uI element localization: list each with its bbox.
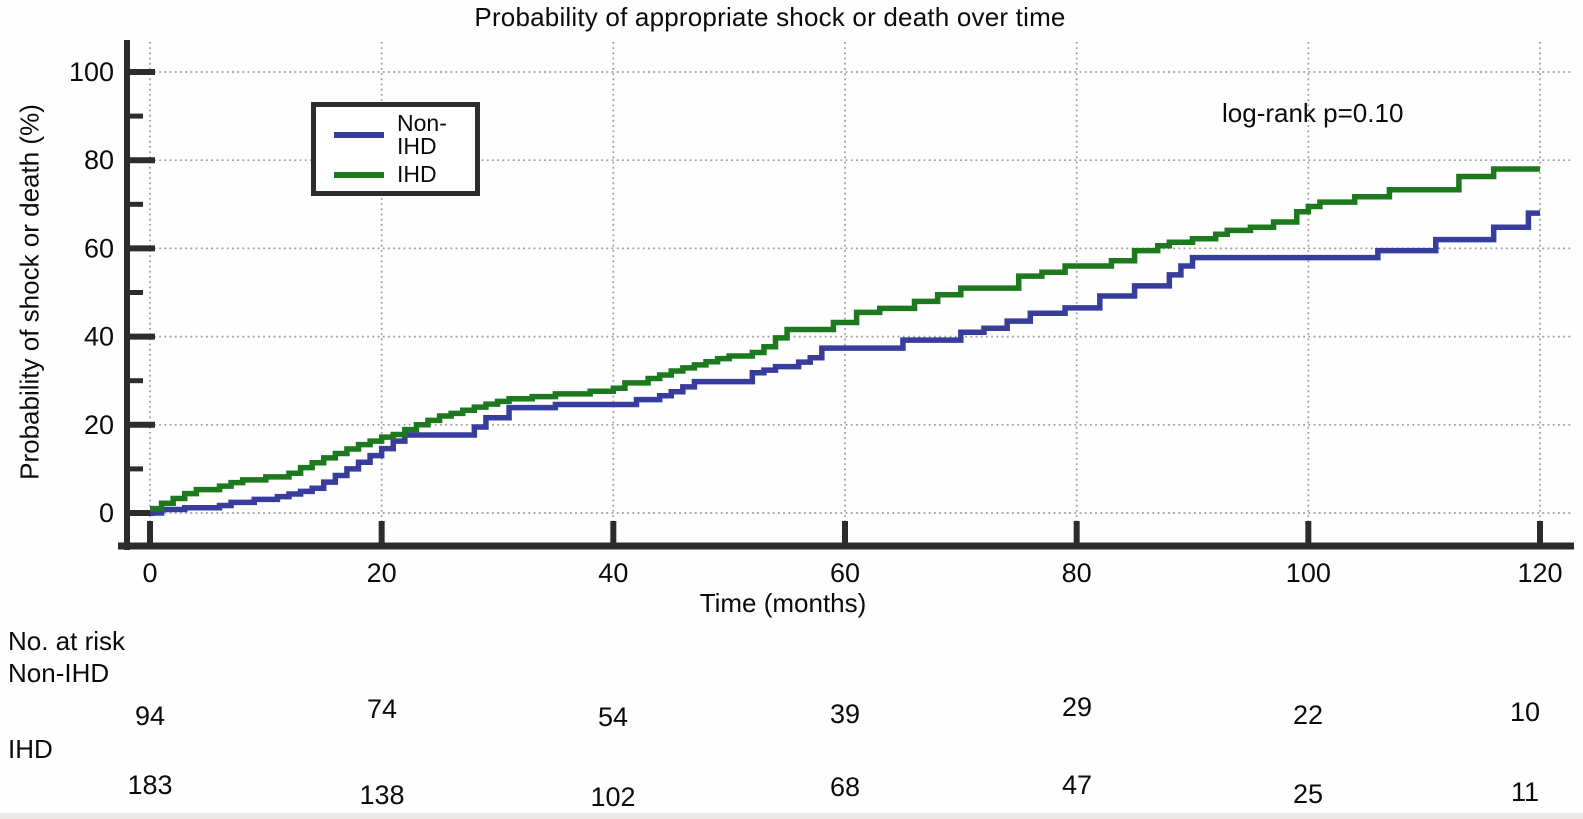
legend-box: Non-IHD IHD bbox=[311, 102, 480, 196]
legend-item-non-ihd: Non-IHD bbox=[334, 112, 475, 158]
curve-ihd bbox=[150, 166, 1540, 512]
risk-count-non-ihd-20: 74 bbox=[366, 694, 398, 724]
ihd-line-swatch bbox=[334, 171, 384, 178]
risk-count-ihd-100: 25 bbox=[1292, 779, 1324, 809]
x-tick-label-60: 60 bbox=[830, 558, 860, 588]
risk-count-ihd-60: 68 bbox=[829, 772, 861, 802]
curve-non-ihd bbox=[150, 210, 1540, 516]
y-tick-label-80: 80 bbox=[84, 145, 114, 175]
x-tick-label-80: 80 bbox=[1062, 558, 1092, 588]
legend-item-ihd: IHD bbox=[334, 163, 475, 186]
x-tick-label-40: 40 bbox=[598, 558, 628, 588]
risk-row-label-non-ihd: Non-IHD bbox=[8, 658, 110, 688]
legend-label-ihd: IHD bbox=[397, 161, 437, 187]
risk-count-ihd-80: 47 bbox=[1061, 770, 1093, 800]
scan-edge-strip bbox=[0, 813, 1583, 819]
risk-count-ihd-20: 138 bbox=[359, 780, 405, 810]
risk-count-non-ihd-0: 94 bbox=[134, 701, 166, 731]
y-axis-title: Probability of shock or death (%) bbox=[14, 104, 45, 480]
y-tick-label-20: 20 bbox=[84, 410, 114, 440]
y-tick-label-60: 60 bbox=[84, 233, 114, 263]
risk-count-ihd-120: 11 bbox=[1510, 777, 1540, 807]
risk-count-non-ihd-80: 29 bbox=[1061, 692, 1093, 722]
x-tick-label-120: 120 bbox=[1517, 558, 1562, 588]
chart-title: Probability of appropriate shock or deat… bbox=[474, 2, 1066, 32]
risk-count-non-ihd-100: 22 bbox=[1292, 700, 1324, 730]
risk-count-non-ihd-40: 54 bbox=[597, 702, 629, 732]
x-tick-label-0: 0 bbox=[142, 558, 157, 588]
y-tick-label-40: 40 bbox=[84, 322, 114, 352]
risk-count-non-ihd-120: 10 bbox=[1509, 697, 1541, 727]
non-ihd-line-swatch bbox=[334, 132, 384, 138]
x-tick-label-100: 100 bbox=[1286, 558, 1331, 588]
y-tick-label-100: 100 bbox=[69, 57, 114, 87]
x-tick-label-20: 20 bbox=[367, 558, 397, 588]
risk-table-header: No. at risk bbox=[8, 626, 126, 656]
risk-count-non-ihd-60: 39 bbox=[829, 699, 861, 729]
risk-row-label-ihd: IHD bbox=[8, 734, 53, 764]
risk-count-ihd-0: 183 bbox=[127, 770, 173, 800]
legend-label-non-ihd: Non-IHD bbox=[397, 110, 447, 159]
y-tick-label-0: 0 bbox=[99, 498, 114, 528]
x-axis-title: Time (months) bbox=[699, 588, 867, 618]
log-rank-annotation: log-rank p=0.10 bbox=[1222, 98, 1404, 128]
risk-count-ihd-40: 102 bbox=[590, 782, 636, 812]
